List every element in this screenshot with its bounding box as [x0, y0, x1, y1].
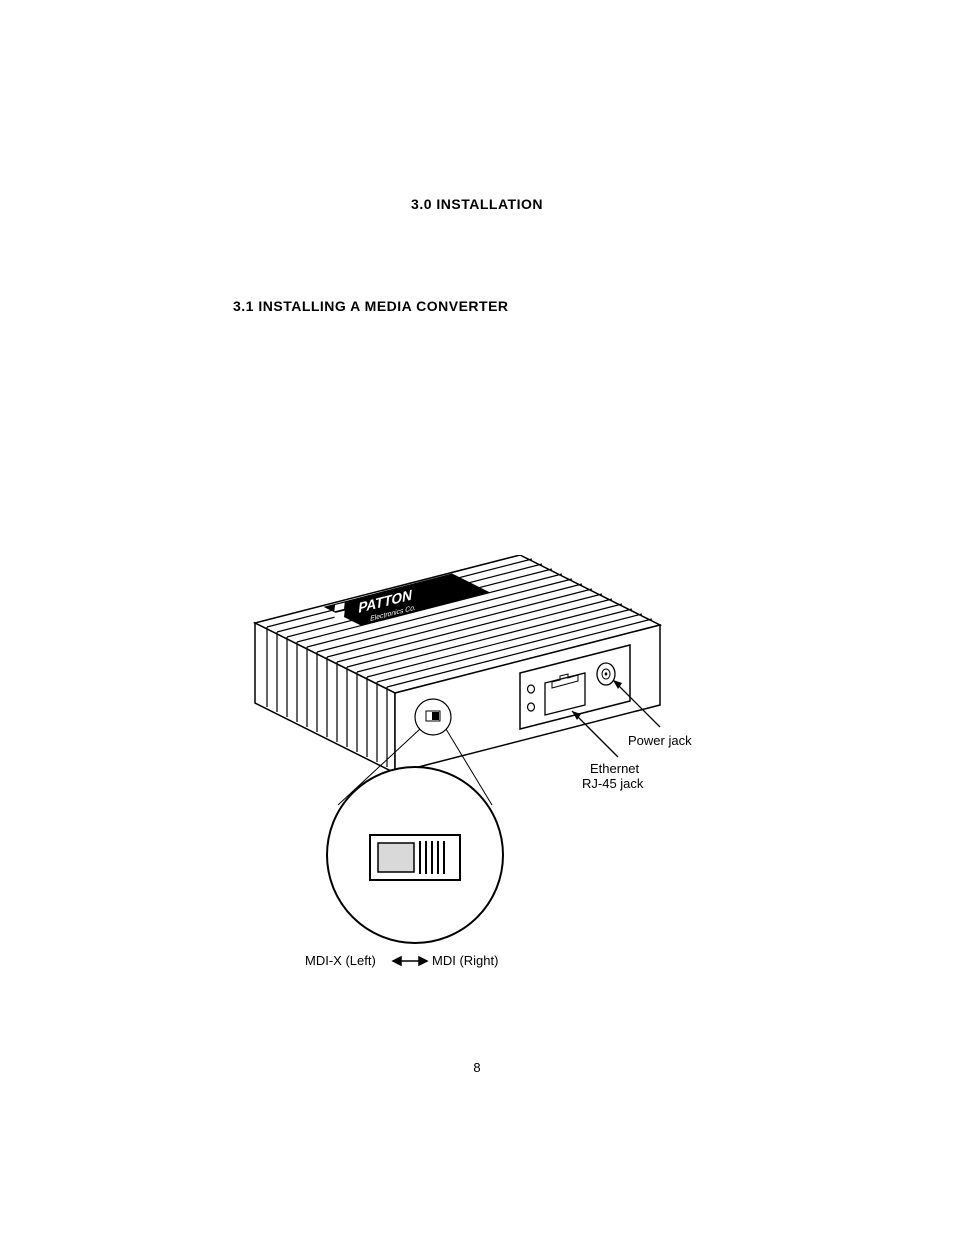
chapter-title: 3.0 INSTALLATION [0, 196, 954, 212]
switch-left-label: MDI-X (Left) [305, 953, 376, 968]
document-page: 3.0 INSTALLATION 3.1 INSTALLING A MEDIA … [0, 0, 954, 1235]
switch-detail-inset [327, 767, 503, 943]
switch-caption: MDI-X (Left) MDI (Right) [305, 953, 498, 968]
page-number: 8 [0, 1060, 954, 1075]
ethernet-label-2: RJ-45 jack [582, 776, 644, 791]
power-jack [597, 663, 615, 685]
ethernet-label-1: Ethernet [590, 761, 640, 776]
section-title: 3.1 INSTALLING A MEDIA CONVERTER [233, 298, 509, 314]
switch-right-label: MDI (Right) [432, 953, 498, 968]
device-figure: PATTON Electronics Co. [230, 555, 730, 985]
power-jack-label: Power jack [628, 733, 692, 748]
